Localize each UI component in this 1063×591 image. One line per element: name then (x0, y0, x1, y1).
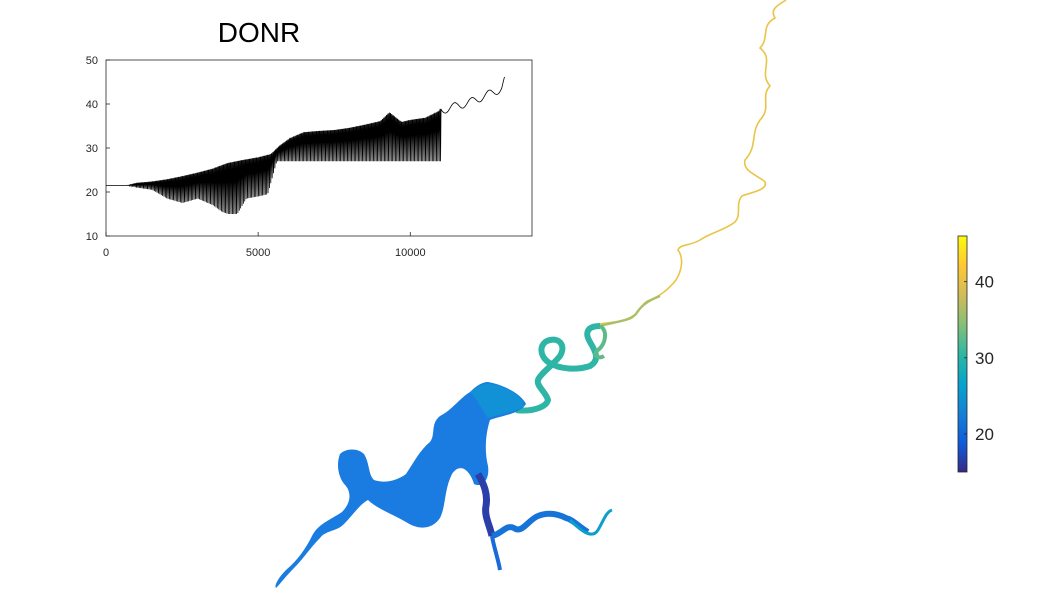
chart-marks (106, 76, 505, 215)
x-tick-label: 5000 (246, 247, 270, 259)
chart-ticks: 0 5000 10000 10 20 30 40 50 (86, 55, 426, 259)
river-map (275, 0, 787, 588)
profile-chart: DONR 0 5000 10000 10 20 30 40 50 (86, 17, 533, 259)
colorbar-tick-label: 20 (975, 425, 994, 444)
series-line (106, 76, 505, 215)
meander-loop (593, 324, 607, 360)
colorbar: 20 30 40 (957, 235, 994, 473)
x-tick-label: 10000 (395, 247, 426, 259)
y-tick-label: 10 (86, 231, 98, 243)
deep-trough (474, 472, 496, 537)
chart-title: DONR (218, 17, 300, 48)
y-tick-label: 50 (86, 55, 98, 67)
upper-river-mid (599, 294, 661, 328)
lake-upper-tint (470, 383, 524, 418)
colorbar-ticks: 20 30 40 (964, 273, 994, 444)
colorbar-tick-label: 40 (975, 273, 994, 292)
y-tick-label: 20 (86, 187, 98, 199)
x-tick-label: 0 (103, 247, 109, 259)
colorbar-gradient (957, 235, 968, 473)
y-tick-label: 40 (86, 99, 98, 111)
reservoir-lake (275, 382, 526, 588)
east-branch-tip (568, 508, 613, 536)
meander-channel (515, 323, 601, 414)
upper-river-channel (599, 0, 787, 325)
south-outlet (490, 535, 502, 571)
y-tick-label: 30 (86, 143, 98, 155)
colorbar-tick-label: 30 (975, 349, 994, 368)
